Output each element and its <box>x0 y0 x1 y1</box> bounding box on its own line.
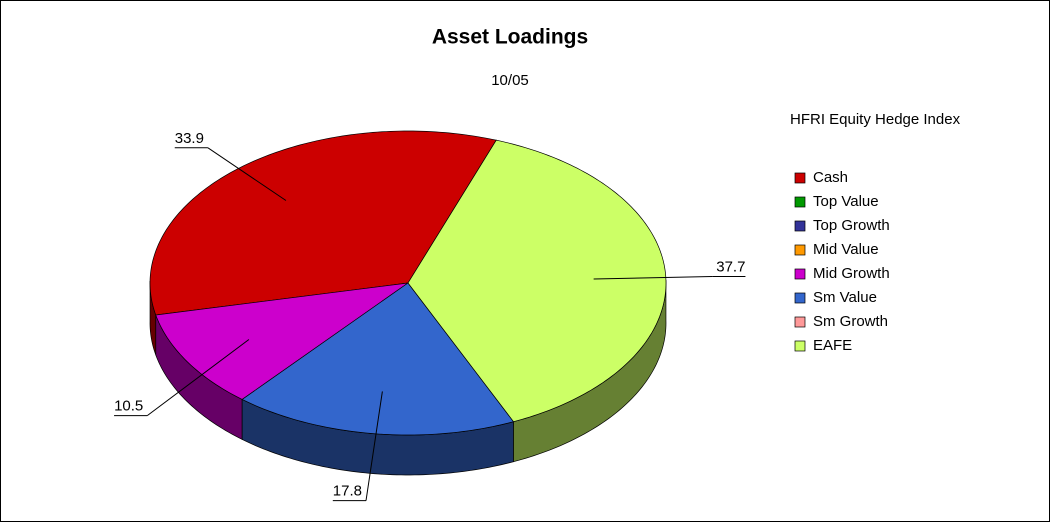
legend-swatch <box>794 220 806 232</box>
legend-swatch <box>794 316 806 328</box>
leader-line <box>593 276 713 280</box>
leader-line <box>365 391 383 501</box>
data-label: 33.9 <box>175 130 204 147</box>
chart-title: Asset Loadings <box>432 26 588 49</box>
slice <box>155 282 409 400</box>
legend-swatch <box>794 172 806 184</box>
legend-label: Sm Value <box>813 289 877 306</box>
data-label: 37.7 <box>716 258 745 275</box>
data-label: 17.8 <box>333 483 362 500</box>
legend-swatch <box>794 268 806 280</box>
legend-label: EAFE <box>813 337 852 354</box>
chart-subtitle: 10/05 <box>491 72 529 89</box>
legend-swatch <box>794 196 806 208</box>
legend-swatch <box>794 292 806 304</box>
legend-label: Mid Value <box>813 241 879 258</box>
slice <box>241 282 515 436</box>
leader-line <box>146 339 250 416</box>
legend-label: Cash <box>813 169 848 186</box>
legend-label: Top Value <box>813 193 879 210</box>
data-label: 10.5 <box>114 398 143 415</box>
legend-label: Top Growth <box>813 217 890 234</box>
legend-swatch <box>794 340 806 352</box>
legend-swatch <box>794 244 806 256</box>
legend-label: Mid Growth <box>813 265 890 282</box>
legend-title: HFRI Equity Hedge Index <box>790 111 961 128</box>
leader-line <box>207 147 287 201</box>
legend-label: Sm Growth <box>813 313 888 330</box>
